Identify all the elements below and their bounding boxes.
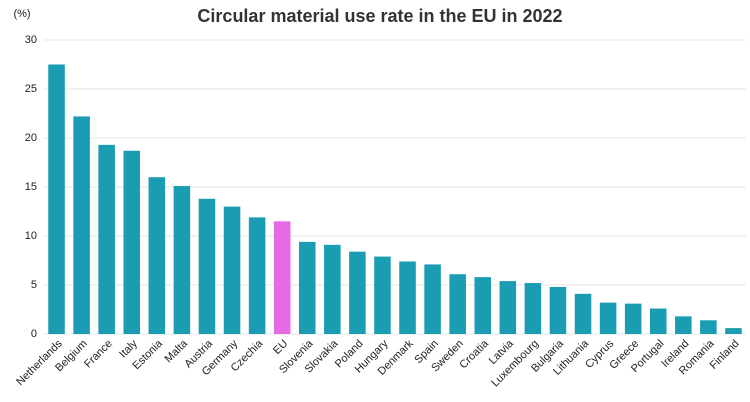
bar <box>148 177 166 334</box>
bar <box>248 217 266 334</box>
y-tick-label: 0 <box>31 328 37 340</box>
bar <box>98 144 115 334</box>
y-tick-label: 20 <box>25 132 37 144</box>
x-tick-label: Croatia <box>457 337 491 371</box>
bar <box>298 241 316 334</box>
bar <box>474 277 492 334</box>
bar <box>173 186 191 334</box>
chart-title: Circular material use rate in the EU in … <box>197 6 562 26</box>
bar <box>223 206 241 334</box>
bar <box>73 116 90 334</box>
bar <box>700 320 717 334</box>
bar <box>725 328 742 334</box>
bar <box>675 316 692 334</box>
bar <box>349 251 366 334</box>
bar <box>524 283 542 334</box>
bar <box>324 244 341 334</box>
bar <box>399 261 416 334</box>
bar <box>649 308 667 334</box>
bar <box>424 264 441 334</box>
y-tick-label: 15 <box>25 181 37 193</box>
y-tick-label: 10 <box>25 230 37 242</box>
bar <box>374 256 391 334</box>
bar <box>574 293 592 334</box>
bar <box>599 302 617 334</box>
bar <box>273 221 291 334</box>
bar <box>123 150 141 334</box>
y-tick-label: 30 <box>25 34 37 46</box>
y-tick-label: 5 <box>31 279 37 291</box>
x-tick-label: EU <box>271 338 290 357</box>
bar <box>449 274 466 334</box>
bar <box>48 64 65 334</box>
x-tick-label: France <box>82 338 115 371</box>
bar <box>499 281 517 334</box>
y-axis-label: (%) <box>13 8 30 20</box>
bar <box>198 198 216 334</box>
y-tick-label: 25 <box>25 83 37 95</box>
bar <box>624 303 642 334</box>
bar <box>549 286 567 334</box>
